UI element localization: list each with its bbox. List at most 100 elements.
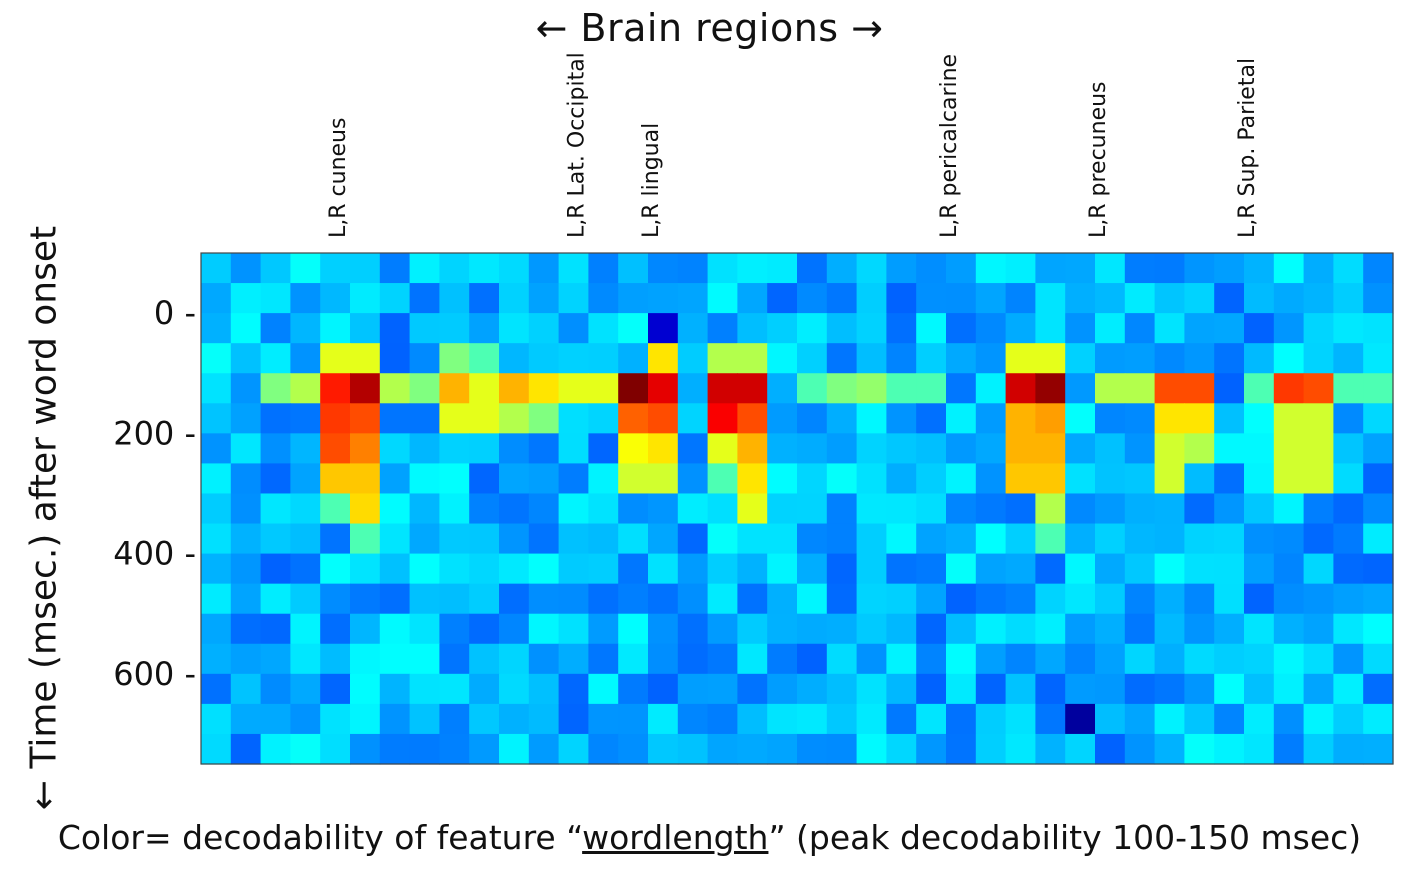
heatmap-cell	[439, 343, 470, 374]
heatmap-cell	[1154, 673, 1185, 705]
heatmap-cell	[677, 373, 709, 404]
heatmap-cell	[1095, 403, 1126, 434]
heatmap-cell	[737, 403, 768, 434]
heatmap-cell	[320, 253, 351, 284]
heatmap-cell	[1303, 433, 1334, 465]
heatmap-cell	[201, 403, 232, 434]
heatmap-cell	[1095, 283, 1126, 314]
heatmap-cell	[707, 343, 738, 374]
heatmap-cell	[499, 523, 530, 555]
heatmap-cell	[1095, 373, 1126, 404]
heatmap-cell	[1303, 283, 1334, 314]
heatmap-cell	[767, 283, 798, 314]
heatmap-cell	[439, 673, 470, 705]
heatmap-cell	[528, 313, 560, 344]
heatmap-cell	[1124, 733, 1156, 765]
heatmap-cell	[707, 523, 738, 555]
heatmap-cell	[618, 343, 649, 374]
heatmap-cell	[1124, 703, 1156, 735]
heatmap-cell	[201, 523, 232, 555]
heatmap-cell	[409, 313, 440, 344]
heatmap-cell	[379, 433, 411, 465]
heatmap-cell	[499, 613, 530, 645]
heatmap-cell	[320, 373, 351, 404]
heatmap-cell	[588, 493, 619, 525]
heatmap-cell	[260, 373, 291, 404]
heatmap-cell	[558, 733, 589, 765]
heatmap-cell	[499, 583, 530, 615]
heatmap-cell	[1035, 373, 1066, 404]
heatmap-cell	[707, 583, 738, 615]
heatmap-cell	[886, 403, 917, 434]
heatmap-cell	[260, 463, 291, 495]
heatmap-cell	[469, 313, 500, 344]
heatmap-cell	[588, 253, 619, 284]
heatmap-cell	[409, 343, 440, 374]
heatmap-cell	[946, 733, 977, 765]
heatmap-cell	[946, 703, 977, 735]
heatmap-cell	[737, 493, 768, 525]
heatmap-cell	[1184, 613, 1215, 645]
heatmap-cell	[1184, 253, 1215, 284]
heatmap-cell	[916, 613, 947, 645]
heatmap-cell	[290, 523, 321, 555]
heatmap-cell	[469, 733, 500, 765]
heatmap-cell	[946, 643, 977, 675]
heatmap-cell	[379, 553, 411, 585]
heatmap-cell	[707, 463, 738, 495]
heatmap-cell	[1035, 673, 1066, 705]
heatmap-cell	[946, 493, 977, 525]
heatmap-cell	[439, 583, 470, 615]
heatmap-cell	[409, 403, 440, 434]
heatmap-cell	[677, 673, 709, 705]
heatmap-cell	[439, 553, 470, 585]
heatmap-cell	[737, 613, 768, 645]
heatmap-cell	[1363, 283, 1394, 314]
chart-title: ← Brain regions →	[535, 6, 884, 50]
heatmap-cell	[1065, 553, 1096, 585]
heatmap-cell	[916, 283, 947, 314]
heatmap-cell	[648, 373, 679, 404]
heatmap-cell	[648, 283, 679, 314]
heatmap-cell	[469, 673, 500, 705]
heatmap-cell	[737, 433, 768, 465]
heatmap-cell	[469, 343, 500, 374]
heatmap-cell	[379, 403, 411, 434]
heatmap-cell	[767, 643, 798, 675]
heatmap-cell	[1214, 253, 1245, 284]
heatmap-cell	[1214, 493, 1245, 525]
heatmap-cell	[1095, 553, 1126, 585]
heatmap-cell	[767, 433, 798, 465]
heatmap-cell	[797, 613, 828, 645]
heatmap-cell	[588, 463, 619, 495]
heatmap-cell	[350, 253, 381, 284]
heatmap-cell	[1184, 283, 1215, 314]
heatmap-cell	[439, 643, 470, 675]
heatmap-cell	[1154, 313, 1185, 344]
heatmap-cell	[350, 403, 381, 434]
heatmap-cell	[797, 463, 828, 495]
heatmap-cell	[320, 733, 351, 765]
heatmap-cell	[499, 403, 530, 434]
heatmap-cell	[1124, 493, 1156, 525]
heatmap-cell	[1124, 373, 1156, 404]
heatmap-cell	[946, 673, 977, 705]
heatmap-cell	[230, 253, 262, 284]
heatmap-cell	[320, 643, 351, 675]
heatmap-cell	[469, 553, 500, 585]
heatmap-cell	[618, 583, 649, 615]
heatmap-cell	[975, 283, 1007, 314]
heatmap-cell	[677, 613, 709, 645]
heatmap-cell	[707, 403, 738, 434]
y-tick-label: 0 -	[154, 294, 196, 332]
heatmap-cell	[618, 283, 649, 314]
heatmap-cell	[856, 373, 887, 404]
heatmap-cell	[1363, 463, 1394, 495]
heatmap-cell	[1184, 523, 1215, 555]
heatmap-cell	[946, 343, 977, 374]
heatmap-cell	[230, 523, 262, 555]
heatmap-cell	[886, 253, 917, 284]
heatmap-cell	[856, 733, 887, 765]
heatmap-cell	[558, 313, 589, 344]
heatmap-cell	[1035, 583, 1066, 615]
